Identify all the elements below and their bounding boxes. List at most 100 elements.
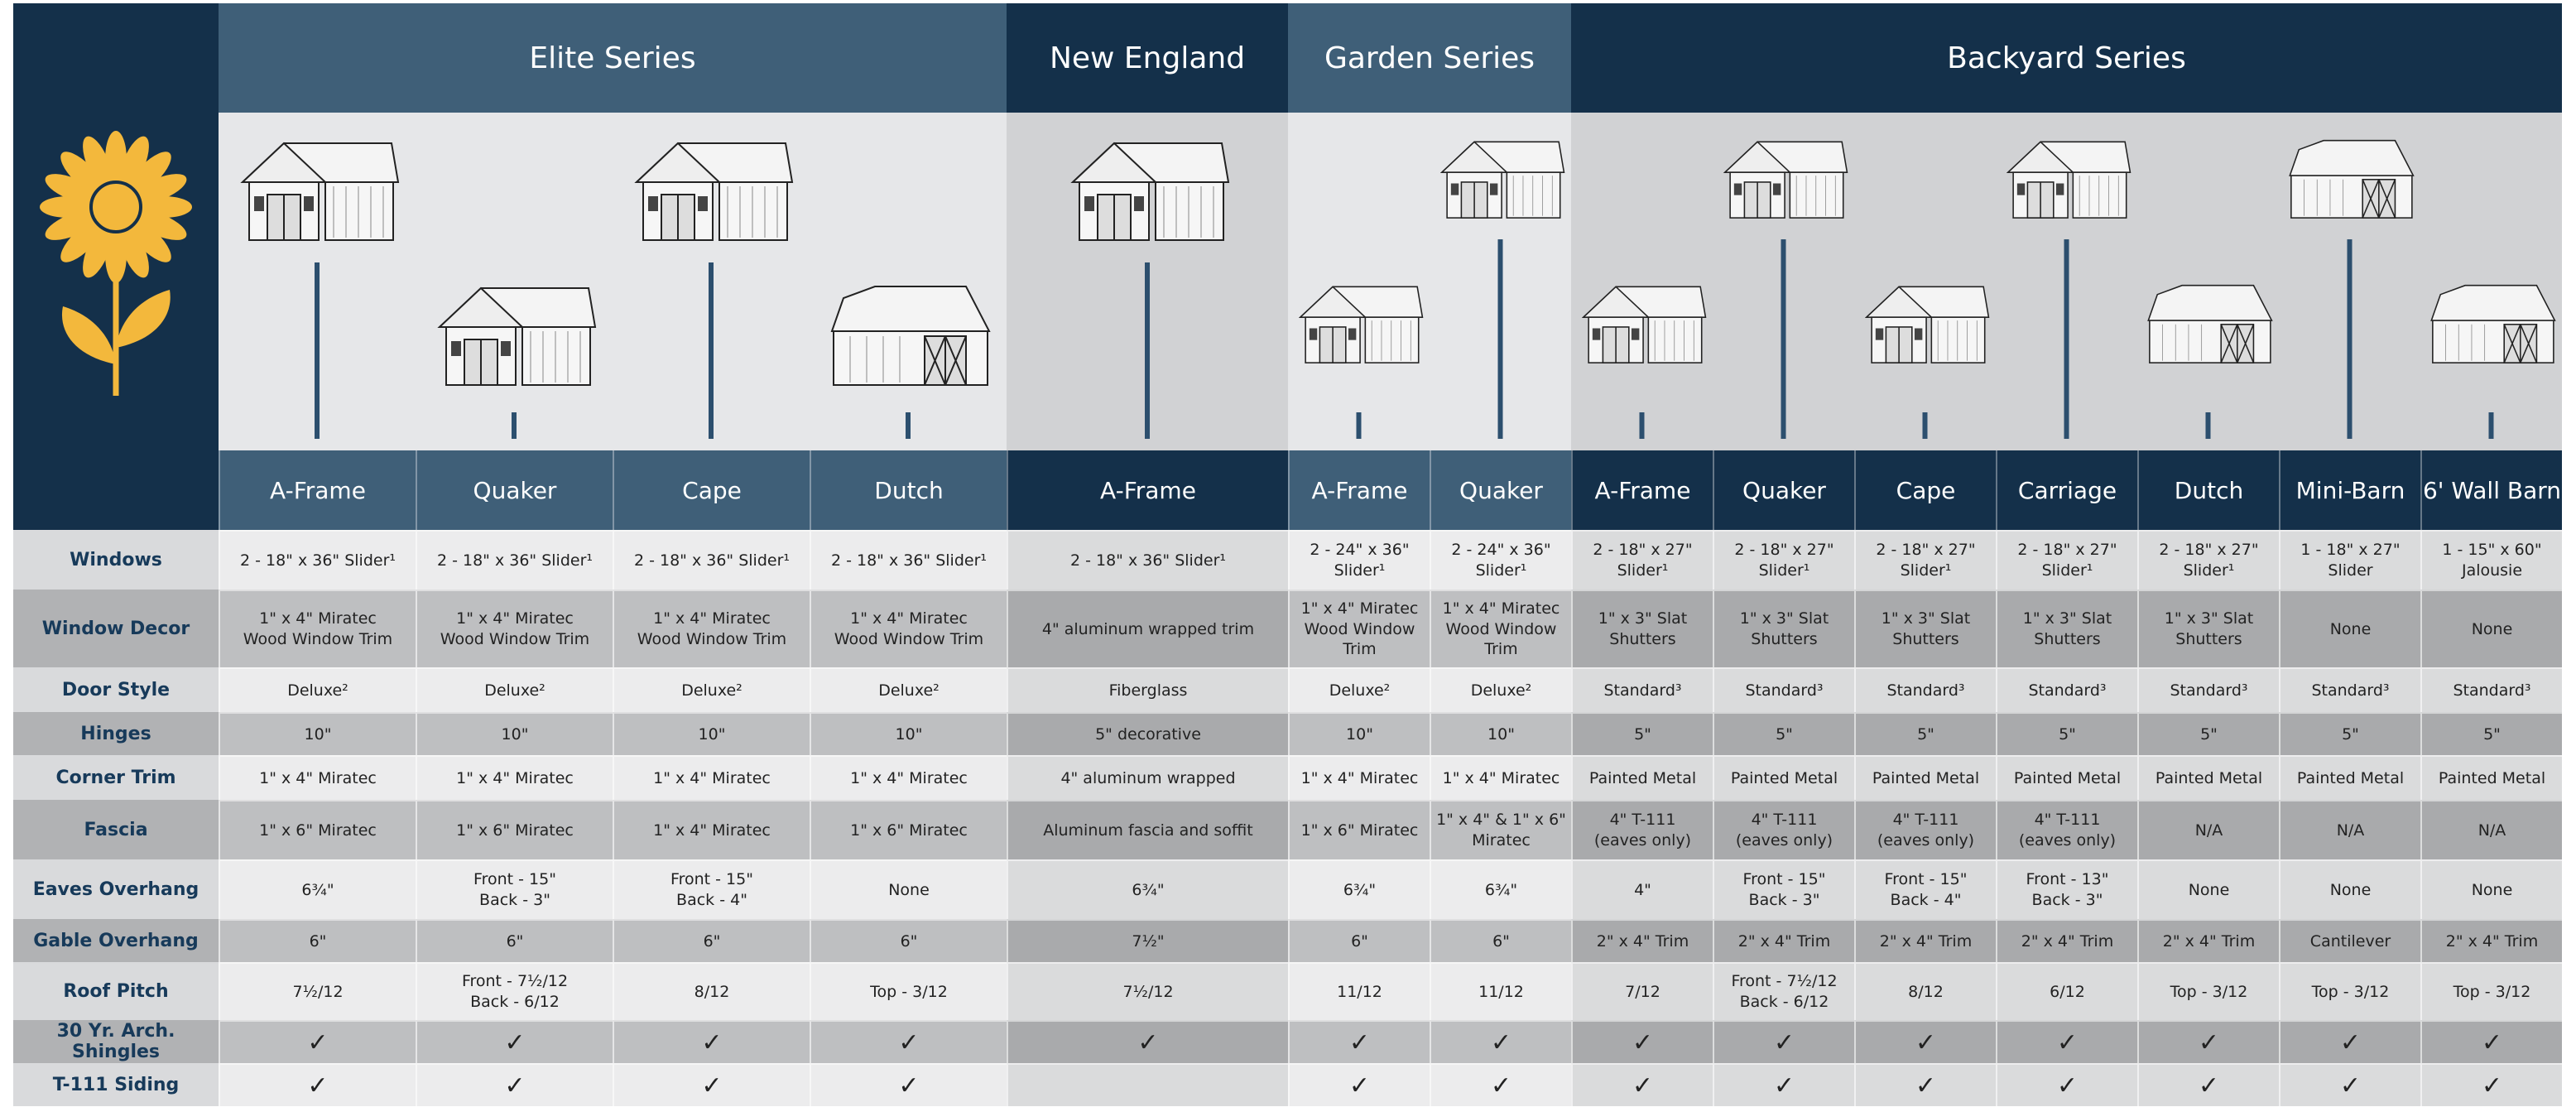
series-header: Backyard Series [1571, 3, 2562, 113]
spec-cell: 10" [613, 712, 810, 755]
spec-cell: ✓ [2279, 1063, 2420, 1106]
spec-cell: Painted Metal [1854, 755, 1996, 800]
petal [45, 210, 99, 240]
connector-bar [906, 412, 911, 439]
model-name: Quaker [416, 450, 613, 530]
connector-bar [709, 262, 714, 439]
spec-cell: 7½" [1007, 919, 1288, 962]
model-name: A-Frame [1007, 450, 1288, 530]
model-name: A-Frame [1571, 450, 1713, 530]
spec-cell: 2 - 24" x 36" Slider¹ [1430, 530, 1571, 590]
model-name: Cape [1854, 450, 1996, 530]
spec-cell: 5" [1713, 712, 1854, 755]
spec-cell: 10" [810, 712, 1007, 755]
spec-cell: N/A [2279, 800, 2420, 859]
row-label: T-111 Siding [13, 1063, 219, 1106]
spec-cell: 7½/12 [219, 962, 416, 1020]
spec-cell: ✓ [1007, 1020, 1288, 1063]
spec-cell: ✓ [416, 1063, 613, 1106]
spec-cell: 2" x 4" Trim [1996, 919, 2137, 962]
spec-cell: ✓ [1854, 1063, 1996, 1106]
spec-cell: 2" x 4" Trim [1854, 919, 1996, 962]
spec-cell: ✓ [2420, 1020, 2562, 1063]
model-name: Quaker [1430, 450, 1571, 530]
spec-cell: Deluxe² [1430, 667, 1571, 712]
shed-illustration [2289, 139, 2415, 219]
spec-cell: ✓ [1288, 1063, 1430, 1106]
spec-cell: 4" T-111 (eaves only) [1571, 800, 1713, 859]
model-name: A-Frame [219, 450, 416, 530]
shed-illustration [2147, 284, 2273, 363]
spec-cell: 2" x 4" Trim [2137, 919, 2279, 962]
spec-cell: Cantilever [2279, 919, 2420, 962]
spec-cell: ✓ [1571, 1020, 1713, 1063]
row-label: Windows [13, 530, 219, 590]
spec-cell: 6" [416, 919, 613, 962]
spec-cell: Front - 7½/12 Back - 6/12 [1713, 962, 1854, 1020]
spec-cell: Standard³ [2137, 667, 2279, 712]
connector-bar [2064, 239, 2069, 439]
spec-cell: 10" [219, 712, 416, 755]
spec-cell: 1" x 4" Miratec Wood Window Trim [613, 590, 810, 667]
connector-bar [1356, 412, 1362, 439]
shed-illustration [242, 142, 399, 241]
spec-cell: 6" [1430, 919, 1571, 962]
spec-cell: 2 - 24" x 36" Slider¹ [1288, 530, 1430, 590]
shed-illustration [1441, 141, 1565, 219]
spec-cell: 1" x 3" Slat Shutters [1571, 590, 1713, 667]
spec-cell: ✓ [1996, 1020, 2137, 1063]
series-header: Elite Series [219, 3, 1007, 113]
spec-cell: 1 - 18" x 27" Slider [2279, 530, 2420, 590]
spec-cell: N/A [2420, 800, 2562, 859]
spec-cell: Standard³ [1996, 667, 2137, 712]
spec-cell: Aluminum fascia and soffit [1007, 800, 1288, 859]
shed-illustration [1072, 142, 1229, 241]
spec-cell: 6¾" [219, 859, 416, 919]
spec-cell: ✓ [1713, 1020, 1854, 1063]
spec-cell: ✓ [219, 1063, 416, 1106]
spec-cell: 11/12 [1288, 962, 1430, 1020]
spec-cell: ✓ [1713, 1063, 1854, 1106]
spec-cell: Front - 7½/12 Back - 6/12 [416, 962, 613, 1020]
spec-cell: 2 - 18" x 36" Slider¹ [810, 530, 1007, 590]
spec-cell: None [2420, 859, 2562, 919]
spec-cell: 7/12 [1571, 962, 1713, 1020]
spec-cell: 5" [1854, 712, 1996, 755]
spec-cell: 6/12 [1996, 962, 2137, 1020]
spec-cell: ✓ [1854, 1020, 1996, 1063]
connector-bar [2488, 412, 2494, 439]
connector-bar [1145, 262, 1150, 439]
petal [83, 136, 113, 190]
connector-bar [2347, 239, 2353, 439]
spec-cell: 1" x 3" Slat Shutters [1854, 590, 1996, 667]
spec-cell: 8/12 [613, 962, 810, 1020]
spec-cell: ✓ [1430, 1063, 1571, 1106]
spec-cell: Painted Metal [1996, 755, 2137, 800]
model-name: Mini-Barn [2279, 450, 2420, 530]
spec-cell: None [2279, 590, 2420, 667]
spec-cell: None [2420, 590, 2562, 667]
spec-cell: ✓ [1288, 1020, 1430, 1063]
leaf [61, 306, 116, 364]
connector-bar [1639, 412, 1645, 439]
spec-cell: ✓ [2137, 1020, 2279, 1063]
petal [133, 210, 187, 240]
spec-cell: Painted Metal [1571, 755, 1713, 800]
spec-cell: 5" [1996, 712, 2137, 755]
spec-cell: Deluxe² [1288, 667, 1430, 712]
spec-cell: 6" [810, 919, 1007, 962]
spec-cell: 1" x 4" Miratec [1288, 755, 1430, 800]
spec-cell: 2 - 18" x 36" Slider¹ [613, 530, 810, 590]
row-label: 30 Yr. Arch. Shingles [13, 1020, 219, 1063]
spec-cell: Fiberglass [1007, 667, 1288, 712]
spec-cell: ✓ [416, 1020, 613, 1063]
spec-cell: 10" [1288, 712, 1430, 755]
spec-cell: 1" x 6" Miratec [219, 800, 416, 859]
spec-cell: 1" x 6" Miratec [1288, 800, 1430, 859]
spec-cell: 1" x 4" Miratec [219, 755, 416, 800]
spec-cell: 5" [2137, 712, 2279, 755]
spec-cell: Deluxe² [613, 667, 810, 712]
spec-cell: 1" x 4" Miratec [613, 800, 810, 859]
model-name: Cape [613, 450, 810, 530]
